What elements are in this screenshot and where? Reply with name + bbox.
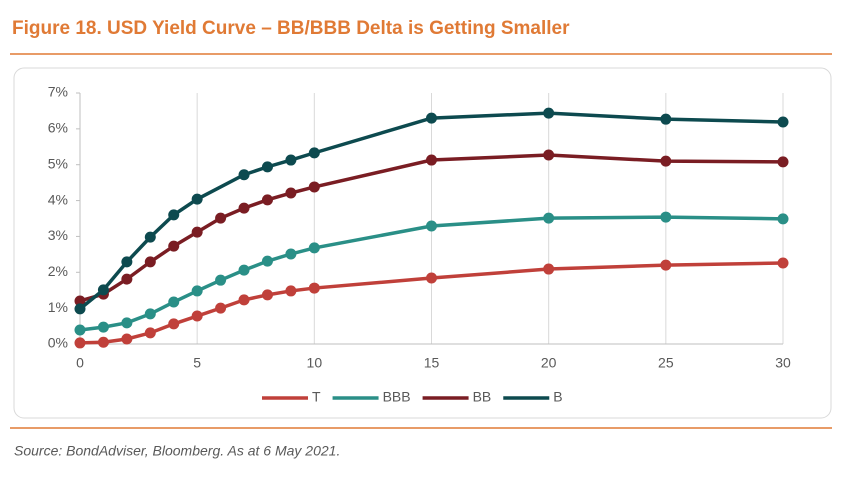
data-point — [74, 324, 86, 336]
y-tick-label: 2% — [48, 263, 68, 279]
data-point — [238, 202, 250, 214]
y-tick-label: 6% — [48, 120, 68, 136]
data-point — [144, 327, 156, 339]
data-point — [543, 107, 555, 119]
legend-label: B — [553, 389, 562, 405]
data-point — [660, 211, 672, 223]
x-tick-label: 5 — [193, 355, 201, 371]
data-point — [238, 294, 250, 306]
data-point — [426, 272, 437, 284]
data-point — [74, 295, 86, 307]
y-tick-label: 5% — [48, 155, 68, 171]
data-point — [168, 296, 180, 308]
data-point — [121, 333, 133, 345]
data-point — [74, 337, 86, 349]
data-point — [121, 256, 133, 268]
data-point — [426, 112, 437, 124]
legend-label: BBB — [383, 389, 411, 405]
data-point — [660, 259, 672, 271]
data-point — [308, 282, 320, 294]
data-point — [97, 321, 109, 333]
data-point — [543, 212, 555, 224]
x-tick-label: 20 — [541, 355, 557, 371]
y-tick-label: 0% — [48, 335, 68, 351]
data-point — [261, 255, 273, 267]
data-point — [191, 285, 203, 297]
x-tick-label: 0 — [76, 355, 84, 371]
data-point — [215, 302, 227, 314]
data-point — [660, 113, 672, 125]
x-tick-label: 30 — [775, 355, 791, 371]
data-point — [777, 116, 789, 128]
x-tick-label: 10 — [307, 355, 323, 371]
y-tick-label: 1% — [48, 299, 68, 315]
data-point — [215, 212, 227, 224]
data-point — [97, 336, 109, 348]
data-point — [308, 242, 320, 254]
x-tick-label: 15 — [424, 355, 440, 371]
x-tick-label: 25 — [658, 355, 674, 371]
data-point — [426, 154, 437, 166]
data-point — [74, 303, 86, 315]
data-point — [308, 147, 320, 159]
data-point — [215, 274, 227, 286]
y-tick-label: 3% — [48, 227, 68, 243]
data-point — [97, 284, 109, 296]
data-point — [426, 220, 437, 232]
data-point — [777, 257, 789, 269]
y-tick-label: 4% — [48, 191, 68, 207]
data-point — [285, 187, 297, 199]
chart-title: Figure 18. USD Yield Curve – BB/BBB Delt… — [12, 18, 570, 39]
data-point — [261, 161, 273, 173]
data-point — [543, 149, 555, 161]
y-tick-label: 7% — [48, 84, 68, 100]
data-point — [121, 317, 133, 329]
data-point — [777, 156, 789, 168]
data-point — [168, 209, 180, 221]
chart-frame — [13, 67, 832, 419]
data-point — [144, 308, 156, 320]
legend-label: T — [312, 389, 321, 405]
data-point — [168, 318, 180, 330]
data-point — [168, 240, 180, 252]
data-point — [308, 181, 320, 193]
data-point — [144, 231, 156, 243]
data-point — [238, 264, 250, 276]
data-point — [191, 193, 203, 205]
data-point — [238, 169, 250, 181]
source-note: Source: BondAdviser, Bloomberg. As at 6 … — [14, 443, 340, 459]
data-point — [191, 226, 203, 238]
data-point — [285, 154, 297, 166]
data-point — [191, 310, 203, 322]
data-point — [261, 194, 273, 206]
data-point — [144, 256, 156, 268]
data-point — [261, 289, 273, 301]
data-point — [543, 263, 555, 275]
legend-label: BB — [473, 389, 492, 405]
data-point — [121, 273, 133, 285]
series-line — [78, 111, 784, 311]
data-point — [777, 213, 789, 225]
data-point — [285, 285, 297, 297]
data-point — [660, 155, 672, 167]
data-point — [285, 248, 297, 260]
